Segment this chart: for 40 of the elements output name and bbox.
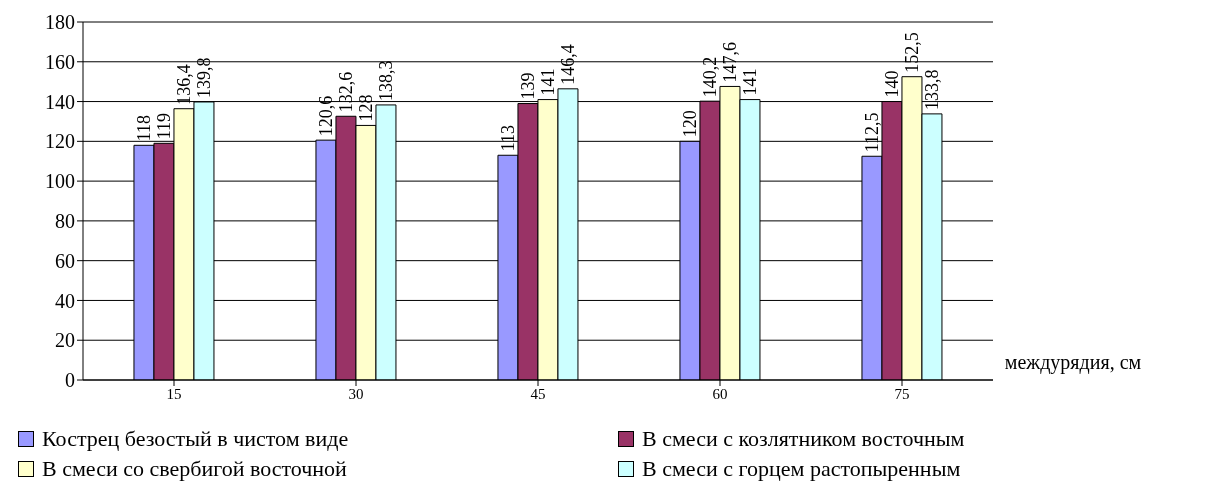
x-tick-label: 45 [530,385,546,402]
data-label: 152,5 [901,32,922,73]
legend-label: В смеси с горцем растопыренным [642,456,961,482]
data-label: 128 [355,94,376,122]
data-label: 139 [517,72,538,100]
x-tick-label: 15 [166,385,182,402]
y-tick-label: 160 [45,50,75,73]
data-label: 140 [881,70,902,98]
data-label: 119 [153,112,174,140]
legend-label: Кострец безостый в чистом виде [42,426,349,452]
y-tick-label: 120 [45,130,75,153]
data-label: 140,2 [699,56,720,98]
x-tick-label: 30 [348,385,364,402]
x-tick-label: 75 [894,385,910,402]
y-tick-label: 40 [55,289,75,312]
data-label: 132,6 [335,71,356,113]
data-label: 113 [497,124,518,152]
y-tick-label: 20 [55,329,75,352]
y-tick-label: 100 [45,170,75,193]
x-tick-label: 60 [712,385,728,402]
data-label: 112,5 [861,112,882,153]
data-label: 146,4 [557,44,578,85]
data-label: 133,8 [921,69,942,110]
data-label: 118 [133,114,154,142]
legend-label: В смеси с козлятником восточным [642,426,965,452]
y-tick-label: 0 [65,369,75,392]
y-tick-label: 180 [45,11,75,34]
y-tick-label: 140 [45,90,75,113]
legend-label: В смеси со свербигой восточной [42,456,347,482]
data-label: 120,6 [315,95,336,137]
data-label: 141 [537,68,558,96]
y-tick-label: 60 [55,249,75,272]
data-label: 136,4 [173,64,194,105]
data-label: 147,6 [719,41,740,83]
y-tick-label: 80 [55,209,75,232]
data-label: 138,3 [375,60,396,101]
data-label: 139,8 [193,57,214,98]
data-label: 120 [679,110,700,138]
x-axis-title: междурядия, см [1003,350,1143,376]
data-label: 141 [739,68,760,96]
